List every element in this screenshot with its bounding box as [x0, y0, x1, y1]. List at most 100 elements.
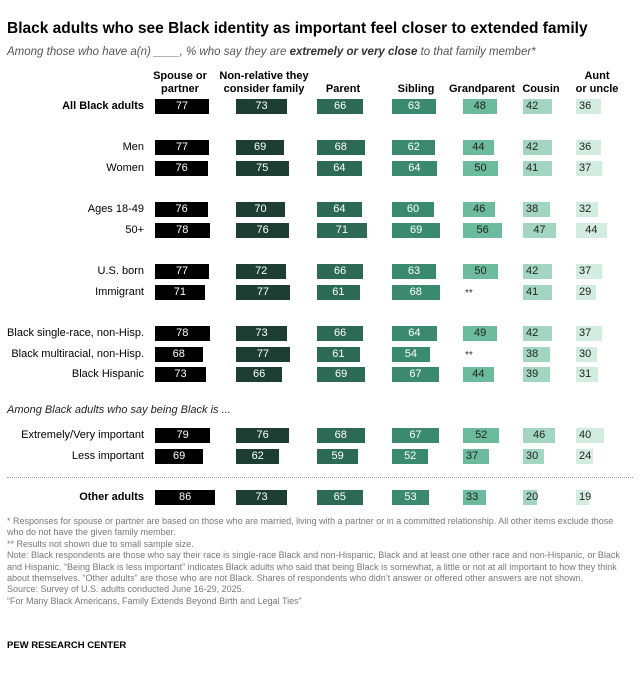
bar — [236, 490, 288, 505]
data-label: 65 — [333, 491, 346, 503]
data-label: 77 — [175, 265, 189, 277]
bar — [463, 326, 498, 341]
bar — [392, 285, 440, 300]
data-label: 86 — [178, 491, 192, 503]
bar — [236, 449, 280, 464]
data-label: 37 — [579, 265, 592, 277]
column-header: Non-relative they consider family — [219, 70, 309, 96]
not-shown-marker: ** — [465, 288, 473, 299]
bar — [523, 285, 552, 300]
data-label: 66 — [333, 100, 347, 112]
data-label: 42 — [526, 100, 539, 112]
data-label: 68 — [409, 286, 422, 298]
bar — [523, 326, 553, 341]
bar — [317, 264, 364, 279]
bar — [155, 161, 209, 176]
data-label: 66 — [333, 327, 347, 339]
data-label: 79 — [176, 429, 189, 441]
data-label: 68 — [334, 141, 347, 153]
bar — [236, 161, 289, 176]
data-label: 67 — [409, 368, 422, 380]
separator-line — [7, 477, 633, 478]
bar — [523, 202, 550, 217]
bar — [155, 264, 209, 279]
data-label: 64 — [408, 327, 421, 339]
data-label: 76 — [256, 429, 269, 441]
column-header-line: Sibling — [397, 83, 435, 95]
data-label: 64 — [333, 203, 346, 215]
bar — [576, 140, 602, 155]
column-header-line: Non-relative they — [219, 70, 309, 82]
bar — [576, 367, 598, 382]
bar — [576, 285, 597, 300]
data-label: 37 — [579, 162, 592, 174]
bar — [392, 490, 430, 505]
bar — [317, 161, 362, 176]
data-label: 70 — [254, 203, 267, 215]
data-label: 44 — [472, 141, 485, 153]
row-label: Extremely/Very important — [21, 429, 144, 441]
bar — [317, 449, 359, 464]
data-label: 37 — [579, 327, 592, 339]
bar — [236, 99, 288, 114]
data-label: 68 — [334, 429, 347, 441]
bar — [576, 326, 602, 341]
data-label: 69 — [173, 450, 186, 462]
column-header-line: partner — [161, 83, 199, 95]
data-label: 47 — [533, 224, 546, 236]
bar — [463, 428, 500, 443]
column-header-line: or uncle — [575, 83, 619, 95]
bar — [392, 161, 437, 176]
bar — [317, 428, 365, 443]
column-header-line: Grandparent — [448, 83, 515, 95]
bar — [463, 140, 494, 155]
data-label: 29 — [579, 286, 592, 298]
footnote-sample: ** Results not shown due to small sample… — [7, 538, 194, 549]
data-label: 19 — [579, 491, 592, 503]
data-label: 32 — [579, 203, 592, 215]
data-label: 42 — [526, 327, 539, 339]
data-label: 71 — [335, 224, 348, 236]
bar — [523, 490, 537, 505]
not-shown-marker: ** — [465, 350, 473, 361]
row-label: Other adults — [79, 491, 144, 503]
bar — [392, 326, 437, 341]
row-label: Men — [122, 141, 144, 153]
data-label: 42 — [526, 141, 539, 153]
bar — [155, 428, 211, 443]
data-label: 63 — [407, 265, 421, 277]
bar — [317, 347, 360, 362]
footnote-source: Source: Survey of U.S. adults conducted … — [7, 584, 245, 595]
data-label: 52 — [475, 429, 488, 441]
bar — [392, 428, 439, 443]
bar — [523, 99, 553, 114]
data-label: 44 — [585, 224, 598, 236]
column-header: Aunt or uncle — [552, 70, 640, 96]
data-label: 61 — [332, 348, 345, 360]
data-label: 68 — [172, 348, 185, 360]
bar — [576, 99, 602, 114]
bar — [155, 449, 204, 464]
bar — [523, 449, 544, 464]
row-label: U.S. born — [97, 265, 144, 277]
bar — [523, 367, 551, 382]
data-label: 56 — [476, 224, 489, 236]
data-label: 53 — [404, 491, 417, 503]
column-header-line: Spouse or — [153, 70, 207, 82]
data-label: 38 — [526, 203, 539, 215]
bar — [523, 347, 550, 362]
data-label: 46 — [532, 429, 546, 441]
subtitle-suffix: to that family member* — [417, 46, 536, 58]
data-label: 76 — [256, 224, 269, 236]
data-label: 37 — [466, 450, 479, 462]
row-label: Less important — [71, 450, 144, 462]
data-label: 30 — [579, 348, 592, 360]
data-label: 76 — [175, 162, 188, 174]
bar — [155, 285, 205, 300]
data-label: 78 — [176, 224, 189, 236]
column-header: Cousin — [496, 83, 586, 96]
bar — [523, 428, 556, 443]
bar — [523, 161, 552, 176]
data-label: 62 — [251, 450, 264, 462]
data-label: 64 — [408, 162, 421, 174]
